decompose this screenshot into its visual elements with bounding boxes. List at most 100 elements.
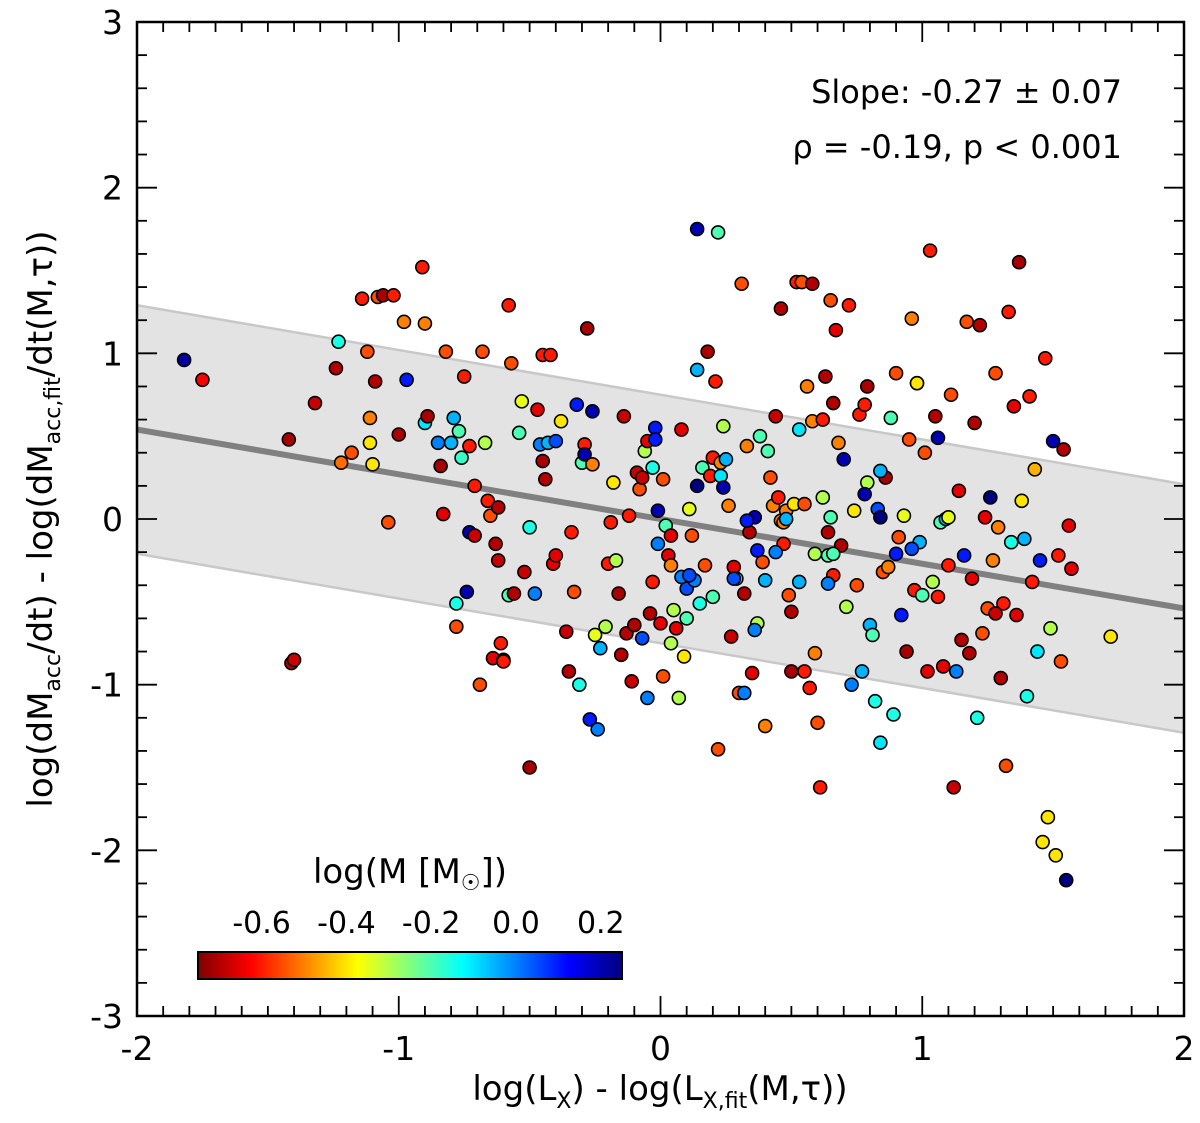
data-point [480,493,496,509]
data-point [962,645,977,661]
data-point [569,397,585,412]
data-point [506,586,522,601]
data-point [663,558,679,573]
correlation-annotation: ρ = -0.19, p < 0.001 [792,128,1122,166]
data-point [718,452,734,467]
data-point [564,524,579,540]
data-point [859,379,875,394]
data-point [333,455,349,470]
data-point [430,435,446,451]
data-point [689,221,705,237]
data-point [456,369,472,384]
data-point [286,652,302,668]
data-point [807,645,823,661]
data-point [736,586,752,601]
data-point [543,347,558,363]
data-point [873,735,888,750]
data-point [590,722,605,737]
data-point [739,438,755,454]
data-point [964,571,980,586]
data-point [736,685,752,701]
data-point [760,443,776,459]
data-point [888,365,904,381]
data-point [1053,654,1069,669]
data-point [773,301,789,316]
data-point [747,622,763,638]
data-point [969,710,985,726]
data-point [1003,534,1019,550]
data-point [708,374,723,389]
colorbar: log(M [M☉]) -0.6 -0.4 -0.2 0.0 0.2 [197,852,625,980]
data-point [367,374,383,389]
data-point [1037,351,1053,366]
data-point [467,478,482,494]
x-axis-title: log(LX) - log(LX,fit(M,τ)) [472,1069,847,1114]
data-point [750,543,765,558]
data-point [859,475,875,490]
data-point [386,288,401,303]
data-point [634,470,650,485]
data-point [627,617,642,633]
data-point [548,548,564,563]
data-point [530,402,545,417]
data-point [1014,493,1030,509]
data-point [922,243,938,258]
data-point [805,276,820,292]
data-point [1027,461,1043,477]
data-point [632,481,647,497]
data-point [443,435,459,451]
x-tick-label: 0 [650,1029,671,1068]
data-point [671,690,687,706]
data-point [784,664,799,679]
data-point [778,511,794,527]
data-point [307,395,323,411]
data-point [624,674,640,689]
data-point [535,453,551,469]
data-point [1058,872,1074,888]
x-tick-label: 2 [1174,1029,1195,1068]
data-point [561,664,577,679]
x-tick-label: -1 [382,1029,415,1068]
data-point [435,506,451,522]
data-point [873,463,888,479]
slope-annotation: Slope: -0.27 ± 0.07 [811,73,1122,111]
data-point [645,574,660,590]
data-point [587,627,603,643]
data-point [820,524,836,540]
data-point [666,602,681,618]
data-point [763,470,778,485]
data-point [655,471,671,487]
data-point [1024,574,1040,590]
data-point [449,619,464,634]
data-point [684,528,700,543]
data-point [723,629,739,644]
data-point [904,311,920,326]
data-point [865,627,880,643]
data-point [493,635,509,651]
data-point [823,510,838,525]
data-point [645,460,660,475]
data-point [846,503,862,519]
data-point [710,225,726,240]
data-point [692,596,708,611]
data-point [752,428,768,444]
data-point [344,445,359,461]
data-point [331,334,346,350]
data-point [689,478,705,494]
data-point [365,457,380,472]
data-point [873,510,888,525]
data-point [399,372,414,388]
data-point [825,546,841,562]
data-point [415,259,430,275]
data-point [391,427,407,442]
data-point [446,410,462,426]
data-point [1064,561,1079,577]
colorbar-gradient [197,951,623,980]
data-point [721,498,736,514]
data-point [988,365,1003,381]
data-point [815,490,831,505]
data-point [998,758,1014,774]
data-point [689,362,705,378]
data-point [985,553,1001,568]
data-point [462,438,477,454]
